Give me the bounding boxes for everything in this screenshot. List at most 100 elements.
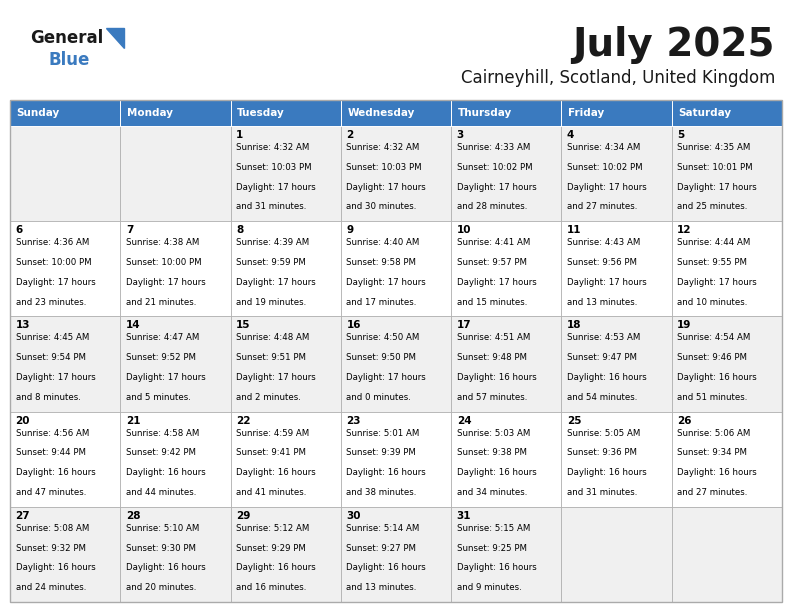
Text: Sunrise: 4:53 AM: Sunrise: 4:53 AM bbox=[567, 334, 640, 342]
Bar bbox=[10, 316, 120, 412]
Text: Sunrise: 4:33 AM: Sunrise: 4:33 AM bbox=[457, 143, 530, 152]
Text: Daylight: 16 hours: Daylight: 16 hours bbox=[677, 468, 757, 477]
Text: Sunset: 9:50 PM: Sunset: 9:50 PM bbox=[346, 353, 417, 362]
Text: Sunset: 9:56 PM: Sunset: 9:56 PM bbox=[567, 258, 637, 267]
Text: Sunset: 9:46 PM: Sunset: 9:46 PM bbox=[677, 353, 747, 362]
Text: and 13 minutes.: and 13 minutes. bbox=[346, 583, 417, 592]
Text: and 51 minutes.: and 51 minutes. bbox=[677, 393, 748, 402]
Text: Sunrise: 5:03 AM: Sunrise: 5:03 AM bbox=[457, 428, 530, 438]
Text: Blue: Blue bbox=[48, 51, 89, 69]
Text: Sunset: 9:38 PM: Sunset: 9:38 PM bbox=[457, 449, 527, 457]
Text: Sunset: 9:32 PM: Sunset: 9:32 PM bbox=[16, 543, 86, 553]
Text: Sunset: 10:03 PM: Sunset: 10:03 PM bbox=[236, 163, 312, 172]
Bar bbox=[10, 221, 120, 316]
Text: Sunset: 9:44 PM: Sunset: 9:44 PM bbox=[16, 449, 86, 457]
Text: 6: 6 bbox=[16, 225, 23, 235]
Bar bbox=[341, 100, 451, 126]
Text: Sunset: 9:42 PM: Sunset: 9:42 PM bbox=[126, 449, 196, 457]
Text: Sunset: 10:00 PM: Sunset: 10:00 PM bbox=[126, 258, 201, 267]
Text: Daylight: 16 hours: Daylight: 16 hours bbox=[346, 468, 426, 477]
Text: Sunset: 9:30 PM: Sunset: 9:30 PM bbox=[126, 543, 196, 553]
Text: and 24 minutes.: and 24 minutes. bbox=[16, 583, 86, 592]
Text: and 5 minutes.: and 5 minutes. bbox=[126, 393, 191, 402]
Text: and 44 minutes.: and 44 minutes. bbox=[126, 488, 196, 497]
Text: 14: 14 bbox=[126, 321, 140, 330]
Text: 31: 31 bbox=[457, 511, 471, 521]
Text: Sunrise: 4:47 AM: Sunrise: 4:47 AM bbox=[126, 334, 199, 342]
Bar bbox=[451, 100, 562, 126]
Text: Sunrise: 4:58 AM: Sunrise: 4:58 AM bbox=[126, 428, 199, 438]
Text: Wednesday: Wednesday bbox=[348, 108, 415, 118]
Bar bbox=[341, 126, 451, 221]
Text: Daylight: 17 hours: Daylight: 17 hours bbox=[346, 278, 426, 287]
Text: and 34 minutes.: and 34 minutes. bbox=[457, 488, 527, 497]
Text: and 27 minutes.: and 27 minutes. bbox=[677, 488, 748, 497]
Bar bbox=[230, 100, 341, 126]
Text: Daylight: 17 hours: Daylight: 17 hours bbox=[346, 182, 426, 192]
Text: Sunset: 9:52 PM: Sunset: 9:52 PM bbox=[126, 353, 196, 362]
Bar bbox=[672, 507, 782, 602]
Text: Sunrise: 4:54 AM: Sunrise: 4:54 AM bbox=[677, 334, 751, 342]
Text: Daylight: 16 hours: Daylight: 16 hours bbox=[457, 373, 536, 382]
Text: Sunrise: 5:12 AM: Sunrise: 5:12 AM bbox=[236, 524, 310, 533]
Text: 18: 18 bbox=[567, 321, 581, 330]
Text: Sunrise: 4:39 AM: Sunrise: 4:39 AM bbox=[236, 238, 310, 247]
Text: Sunrise: 4:40 AM: Sunrise: 4:40 AM bbox=[346, 238, 420, 247]
Text: 9: 9 bbox=[346, 225, 353, 235]
Text: 28: 28 bbox=[126, 511, 140, 521]
Text: and 31 minutes.: and 31 minutes. bbox=[236, 203, 307, 211]
Text: Sunrise: 5:10 AM: Sunrise: 5:10 AM bbox=[126, 524, 199, 533]
Text: 24: 24 bbox=[457, 416, 471, 425]
Text: 21: 21 bbox=[126, 416, 140, 425]
Text: and 2 minutes.: and 2 minutes. bbox=[236, 393, 301, 402]
Text: Daylight: 17 hours: Daylight: 17 hours bbox=[567, 182, 647, 192]
Text: and 15 minutes.: and 15 minutes. bbox=[457, 297, 527, 307]
Bar bbox=[10, 412, 120, 507]
Text: Sunrise: 4:50 AM: Sunrise: 4:50 AM bbox=[346, 334, 420, 342]
Text: Sunset: 9:48 PM: Sunset: 9:48 PM bbox=[457, 353, 527, 362]
Bar bbox=[672, 316, 782, 412]
Text: and 54 minutes.: and 54 minutes. bbox=[567, 393, 638, 402]
Text: Sunrise: 4:36 AM: Sunrise: 4:36 AM bbox=[16, 238, 89, 247]
Text: Daylight: 16 hours: Daylight: 16 hours bbox=[16, 564, 95, 572]
Bar bbox=[10, 100, 120, 126]
Text: Sunset: 9:29 PM: Sunset: 9:29 PM bbox=[236, 543, 306, 553]
Text: and 31 minutes.: and 31 minutes. bbox=[567, 488, 638, 497]
Text: 10: 10 bbox=[457, 225, 471, 235]
Text: Friday: Friday bbox=[568, 108, 604, 118]
Text: Sunrise: 5:06 AM: Sunrise: 5:06 AM bbox=[677, 428, 751, 438]
Text: 22: 22 bbox=[236, 416, 250, 425]
Text: and 27 minutes.: and 27 minutes. bbox=[567, 203, 638, 211]
Text: Daylight: 17 hours: Daylight: 17 hours bbox=[16, 373, 95, 382]
Bar bbox=[230, 412, 341, 507]
Text: Sunrise: 4:34 AM: Sunrise: 4:34 AM bbox=[567, 143, 640, 152]
Text: Daylight: 16 hours: Daylight: 16 hours bbox=[126, 564, 206, 572]
Text: Daylight: 17 hours: Daylight: 17 hours bbox=[677, 182, 757, 192]
Text: Sunset: 10:03 PM: Sunset: 10:03 PM bbox=[346, 163, 422, 172]
Text: and 30 minutes.: and 30 minutes. bbox=[346, 203, 417, 211]
Text: and 9 minutes.: and 9 minutes. bbox=[457, 583, 521, 592]
Text: and 20 minutes.: and 20 minutes. bbox=[126, 583, 196, 592]
Text: and 47 minutes.: and 47 minutes. bbox=[16, 488, 86, 497]
Text: Sunrise: 4:43 AM: Sunrise: 4:43 AM bbox=[567, 238, 640, 247]
Bar bbox=[341, 507, 451, 602]
Text: Sunset: 10:02 PM: Sunset: 10:02 PM bbox=[567, 163, 642, 172]
Text: Daylight: 16 hours: Daylight: 16 hours bbox=[457, 468, 536, 477]
Text: Sunset: 9:54 PM: Sunset: 9:54 PM bbox=[16, 353, 86, 362]
Text: 1: 1 bbox=[236, 130, 243, 140]
Bar bbox=[120, 316, 230, 412]
Text: 26: 26 bbox=[677, 416, 691, 425]
Bar bbox=[451, 221, 562, 316]
Text: Sunrise: 4:35 AM: Sunrise: 4:35 AM bbox=[677, 143, 751, 152]
Text: July 2025: July 2025 bbox=[573, 26, 775, 64]
Text: Sunrise: 5:08 AM: Sunrise: 5:08 AM bbox=[16, 524, 89, 533]
Bar bbox=[341, 221, 451, 316]
Bar bbox=[10, 126, 120, 221]
Text: 23: 23 bbox=[346, 416, 361, 425]
Text: Sunday: Sunday bbox=[17, 108, 60, 118]
Text: Daylight: 17 hours: Daylight: 17 hours bbox=[126, 278, 206, 287]
Text: Sunrise: 5:01 AM: Sunrise: 5:01 AM bbox=[346, 428, 420, 438]
Text: General: General bbox=[30, 29, 103, 47]
Text: 2: 2 bbox=[346, 130, 353, 140]
Text: Sunset: 9:39 PM: Sunset: 9:39 PM bbox=[346, 449, 417, 457]
